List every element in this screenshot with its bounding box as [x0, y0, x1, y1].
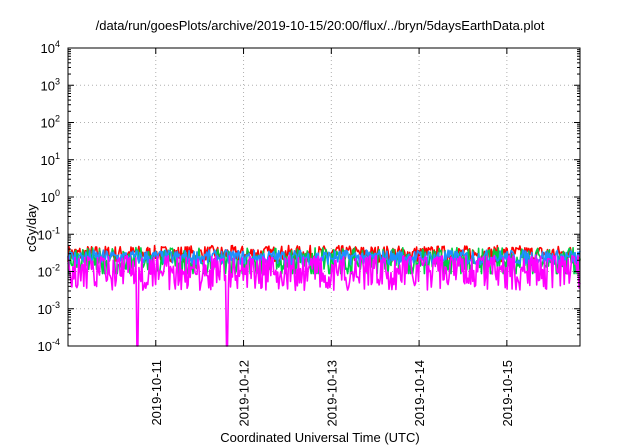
- y-tick-label: 10-2: [38, 263, 60, 280]
- chart-title: /data/run/goesPlots/archive/2019-10-15/2…: [95, 18, 545, 33]
- x-axis: 2019-10-11 2019-10-12 2019-10-13 2019-10-14…: [149, 48, 515, 427]
- x-tick-label: 2019-10-15: [500, 360, 515, 427]
- y-tick-label: 10-1: [38, 225, 60, 242]
- y-axis-label: cGy/day: [24, 204, 39, 252]
- y-tick-label: 100: [41, 188, 60, 205]
- y-axis: 10-4 10-3 10-2 10-1 100 101 102 103 104: [38, 39, 580, 354]
- y-tick-label: 10-3: [38, 300, 60, 317]
- x-tick-label: 2019-10-12: [237, 360, 252, 427]
- series-line: [67, 254, 581, 347]
- grid-lines: [68, 48, 580, 346]
- x-tick-label: 2019-10-14: [412, 360, 427, 427]
- series-lines: [67, 244, 581, 347]
- y-tick-label: 102: [41, 114, 60, 131]
- y-tick-label: 10-4: [38, 337, 60, 354]
- y-tick-label: 104: [41, 39, 60, 56]
- x-tick-label: 2019-10-11: [149, 360, 164, 426]
- x-tick-label: 2019-10-13: [324, 360, 339, 427]
- x-axis-label: Coordinated Universal Time (UTC): [220, 430, 420, 445]
- y-tick-label: 101: [41, 151, 60, 168]
- y-tick-label: 103: [41, 76, 60, 93]
